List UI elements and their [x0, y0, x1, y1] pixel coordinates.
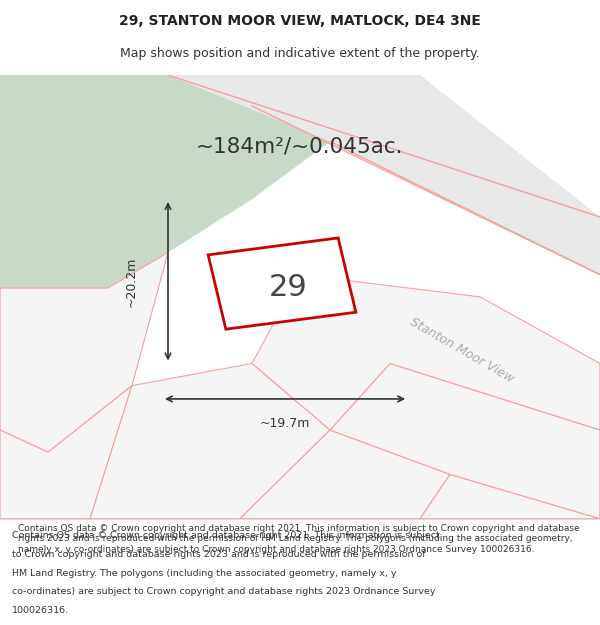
Text: co-ordinates) are subject to Crown copyright and database rights 2023 Ordnance S: co-ordinates) are subject to Crown copyr…: [12, 588, 436, 596]
Text: ~184m²/~0.045ac.: ~184m²/~0.045ac.: [196, 136, 404, 156]
Text: Contains OS data © Crown copyright and database right 2021. This information is : Contains OS data © Crown copyright and d…: [12, 531, 440, 541]
Polygon shape: [0, 386, 132, 519]
Polygon shape: [252, 275, 600, 430]
Text: ~19.7m: ~19.7m: [260, 417, 310, 430]
Text: to Crown copyright and database rights 2023 and is reproduced with the permissio: to Crown copyright and database rights 2…: [12, 550, 425, 559]
Text: Contains OS data © Crown copyright and database right 2021. This information is : Contains OS data © Crown copyright and d…: [18, 524, 580, 554]
Polygon shape: [208, 238, 356, 329]
Text: Stanton Moor View: Stanton Moor View: [408, 315, 516, 385]
Text: Map shows position and indicative extent of the property.: Map shows position and indicative extent…: [120, 48, 480, 61]
Text: 29: 29: [269, 274, 307, 302]
Polygon shape: [240, 430, 450, 519]
Polygon shape: [420, 474, 600, 519]
Polygon shape: [0, 75, 330, 288]
Polygon shape: [90, 363, 330, 519]
Polygon shape: [0, 253, 168, 452]
Text: 29, STANTON MOOR VIEW, MATLOCK, DE4 3NE: 29, STANTON MOOR VIEW, MATLOCK, DE4 3NE: [119, 14, 481, 28]
Text: HM Land Registry. The polygons (including the associated geometry, namely x, y: HM Land Registry. The polygons (includin…: [12, 569, 397, 578]
Text: ~20.2m: ~20.2m: [125, 256, 138, 306]
Polygon shape: [330, 363, 600, 519]
Polygon shape: [168, 75, 600, 275]
Text: 100026316.: 100026316.: [12, 606, 69, 615]
